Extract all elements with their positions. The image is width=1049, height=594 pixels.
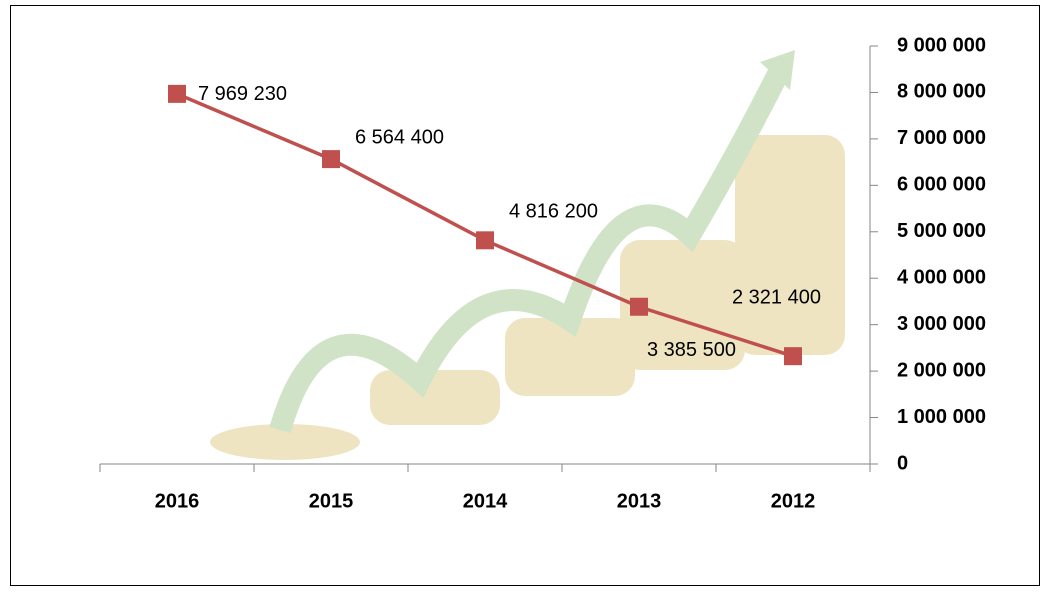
- data-label: 7 969 230: [198, 83, 287, 105]
- y-tick-label: 3 000 000: [897, 313, 986, 335]
- y-tick-label: 9 000 000: [897, 34, 986, 56]
- y-tick-label: 6 000 000: [897, 174, 986, 196]
- data-label: 2 321 400: [732, 286, 821, 308]
- data-label: 4 816 200: [509, 201, 598, 223]
- data-point: [476, 231, 494, 250]
- y-tick-label: 5 000 000: [897, 220, 986, 242]
- x-tick-label: 2014: [463, 490, 508, 512]
- y-tick-label: 1 000 000: [897, 406, 986, 428]
- data-label: 6 564 400: [355, 126, 444, 148]
- y-tick-label: 4 000 000: [897, 267, 986, 289]
- y-tick-label: 7 000 000: [897, 127, 986, 149]
- x-tick-label: 2016: [155, 490, 200, 512]
- x-tick-label: 2012: [771, 490, 816, 512]
- x-tick-label: 2013: [617, 490, 662, 512]
- background-illustration: [210, 50, 845, 460]
- data-point: [168, 84, 186, 103]
- data-point: [630, 297, 648, 316]
- data-point: [322, 150, 340, 169]
- y-tick-label: 2 000 000: [897, 359, 986, 381]
- x-tick-label: 2015: [309, 490, 354, 512]
- data-label: 3 385 500: [647, 339, 736, 361]
- data-point: [784, 347, 802, 366]
- y-tick-label: 0: [897, 452, 908, 474]
- y-tick-label: 8 000 000: [897, 81, 986, 103]
